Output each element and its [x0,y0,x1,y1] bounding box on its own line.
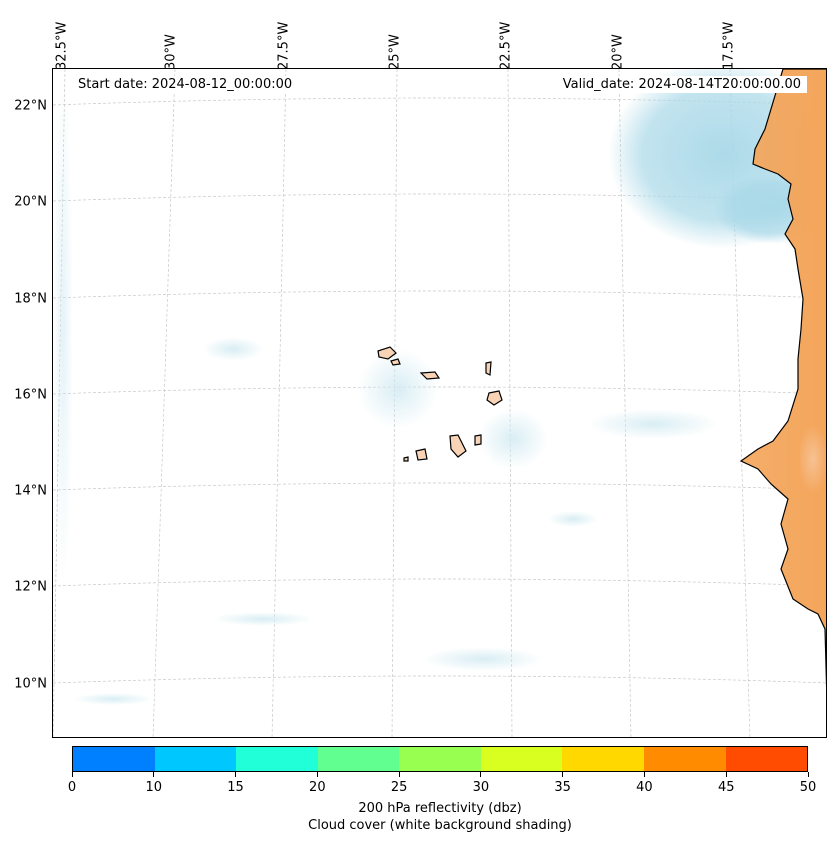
lat-label-22n: 22°N [14,98,47,114]
lon-label-27.5w: 27.5°W [276,21,292,70]
land-west-africa [739,69,826,688]
island-santiago [449,434,467,458]
lat-label-12n: 12°N [14,579,47,595]
colorbar-tick [153,772,155,777]
cloud-patch-islands [358,349,438,429]
colorbar-segment-1 [154,747,237,771]
island-sao-vicente [390,358,401,366]
cloud-patch-south-central [548,511,598,527]
parallel-14n [53,482,826,491]
cloud-patch-central [478,409,548,469]
map-canvas [53,69,826,737]
colorbar-segment-8 [725,747,808,771]
colorbar-segment-3 [317,747,400,771]
colorbar-tick-label: 45 [717,780,735,795]
colorbar-segment-6 [562,747,644,771]
colorbar [72,746,808,772]
parallel-20n [53,193,826,202]
meridian-30w [152,69,176,737]
colorbar-tick-label: 50 [799,780,817,795]
island-brava [403,456,409,462]
colorbar-segment-7 [643,747,726,771]
cloud-streak-east [588,409,718,439]
colorbar-tick [71,772,73,777]
cloud-band-west [53,69,73,589]
colorbar-tick-label: 40 [636,780,653,795]
colorbar-segment-5 [480,747,563,771]
lon-label-22.5w: 22.5°W [498,21,514,70]
cloud-streak-south-2 [423,647,543,671]
start-date-label: Start date: 2024-08-12_00:00:00 [72,76,299,93]
lat-label-18n: 18°N [14,291,47,307]
parallel-22n [53,97,826,106]
island-sal [485,361,492,376]
colorbar-segment-0 [73,747,155,771]
island-boa-vista [486,390,503,406]
island-sao-nicolau [419,371,441,380]
lat-label-14n: 14°N [14,483,47,499]
colorbar-tick-label: 0 [67,780,77,795]
parallel-10n [53,675,826,684]
colorbar-tick [725,772,727,777]
land-haze-senegal [798,424,826,494]
colorbar-tick-label: 15 [227,780,244,795]
colorbar-tick-label: 20 [309,780,326,795]
colorbar-tick-label: 25 [390,780,408,795]
lat-label-16n: 16°N [14,387,47,403]
cape-verde-islands [377,346,503,462]
colorbar-tick-label: 30 [472,780,490,795]
cloud-patch-west [203,337,263,361]
lon-label-20w: 20°W [610,34,626,70]
island-maio [474,434,482,446]
colorbar-tick-label: 35 [554,780,571,795]
lat-label-10n: 10°N [14,676,47,692]
graticule [53,69,826,737]
colorbar-tick [643,772,645,777]
lon-label-30w: 30°W [163,34,179,70]
lon-label-17.5w: 17.5°W [721,21,737,70]
colorbar-sublabel: Cloud cover (white background shading) [308,818,572,833]
parallel-12n [53,578,826,587]
colorbar-tick [235,772,237,777]
lon-label-25w: 25°W [387,34,403,70]
island-fogo [415,448,428,461]
meridian-27.5w [271,69,287,737]
colorbar-label: 200 hPa reflectivity (dbz) [358,801,522,816]
colorbar-tick [398,772,400,777]
colorbar-segment-2 [236,747,318,771]
parallel-16n [53,386,826,395]
colorbar-tick [316,772,318,777]
island-santo-antao [377,346,397,360]
parallel-18n [53,290,826,299]
lat-label-20n: 20°N [14,194,47,210]
lon-label-32.5w: 32.5°W [54,21,70,70]
cloud-streak-southwest [73,693,153,705]
colorbar-tick-label: 10 [145,780,163,795]
meridian-22.5w [507,69,513,737]
cloud-streak-south-1 [213,612,313,626]
map-panel[interactable] [52,68,827,738]
colorbar-tick [562,772,564,777]
colorbar-tick [480,772,482,777]
valid-date-label: Valid_date: 2024-08-14T20:00:00.00 [556,76,807,93]
colorbar-tick [807,772,809,777]
colorbar-segment-4 [399,747,481,771]
